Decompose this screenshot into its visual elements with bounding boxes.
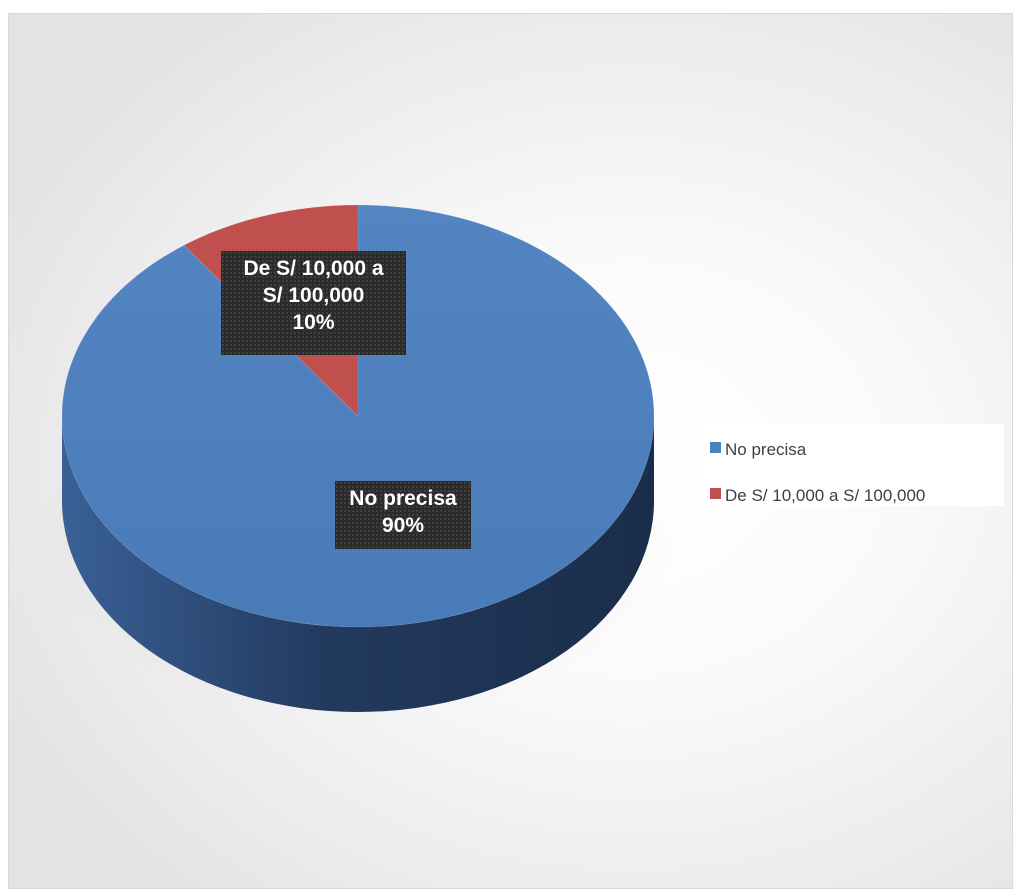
data-label-rango-line-2: S/ 100,000 [262, 284, 365, 307]
legend-label-rango: De S/ 10,000 a S/ 100,000 [725, 486, 926, 505]
pie-slice-no-precisa [61, 204, 655, 628]
pie-sides [62, 416, 654, 712]
legend: No precisa De S/ 10,000 a S/ 100,000 [704, 424, 1004, 506]
legend-item-no-precisa: No precisa [710, 438, 806, 462]
legend-swatch-no-precisa [710, 441, 721, 453]
legend-item-rango: De S/ 10,000 a S/ 100,000 [710, 484, 925, 508]
data-label-rango-line-1: De S/ 10,000 a [243, 257, 384, 280]
chart-area: De S/ 10,000 a S/ 100,000 10% No precisa… [8, 13, 1013, 889]
pie-side-wall [62, 416, 654, 712]
data-label-no-precisa-percent: 90% [381, 514, 425, 537]
data-label-rango: De S/ 10,000 a S/ 100,000 10% [221, 251, 406, 355]
legend-label-no-precisa: No precisa [725, 440, 807, 459]
data-label-rango-percent: 10% [292, 311, 335, 334]
data-label-no-precisa: No precisa 90% [335, 481, 471, 549]
legend-swatch-rango [710, 487, 721, 499]
data-label-no-precisa-line-1: No precisa [349, 487, 457, 510]
